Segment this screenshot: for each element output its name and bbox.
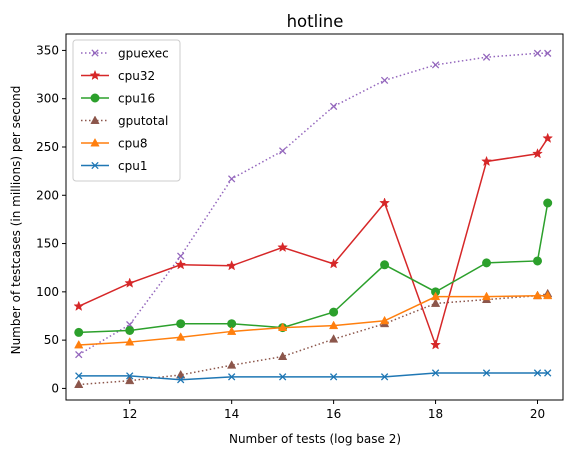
- legend-label-cpu32: cpu32: [118, 69, 155, 83]
- data-point-cpu1: [431, 369, 440, 377]
- data-point-gpuexec: [278, 147, 287, 155]
- y-tick-label: 50: [44, 333, 59, 347]
- legend-label-gputotal: gputotal: [118, 114, 168, 128]
- data-point-cpu32: [73, 300, 85, 311]
- data-point-cpu16: [482, 258, 492, 268]
- data-point-gpuexec: [329, 102, 338, 111]
- data-point-cpu32: [226, 260, 238, 271]
- data-point-cpu8: [532, 290, 543, 300]
- data-point-cpu32: [175, 259, 187, 270]
- data-point-gpuexec: [482, 53, 491, 61]
- x-tick-label: 20: [530, 407, 545, 421]
- data-point-cpu8: [74, 339, 84, 349]
- data-point-gpuexec: [228, 175, 236, 183]
- y-tick-label: 250: [36, 140, 59, 154]
- data-point-gputotal: [328, 334, 339, 343]
- data-point-cpu16: [329, 307, 339, 317]
- x-tick-label: 18: [428, 407, 443, 421]
- data-point-cpu32: [542, 132, 554, 143]
- y-tick-label: 350: [36, 43, 59, 57]
- data-point-gputotal: [74, 379, 84, 388]
- data-point-cpu32: [277, 241, 289, 253]
- data-point-cpu8: [379, 315, 390, 325]
- legend-marker-cpu1: [91, 161, 99, 170]
- y-tick-label: 200: [36, 188, 59, 202]
- legend-label-cpu8: cpu8: [118, 137, 147, 151]
- data-point-cpu1: [533, 369, 542, 377]
- series-line-gpuexec: [78, 52, 548, 356]
- legend-label-cpu1: cpu1: [118, 159, 147, 173]
- data-point-cpu32: [532, 148, 543, 159]
- data-point-cpu16: [176, 319, 186, 329]
- legend-label-gpuexec: gpuexec: [118, 47, 169, 61]
- legend-marker-gpuexec: [91, 49, 99, 57]
- legend-marker-cpu16: [90, 93, 100, 103]
- series-line-cpu1: [78, 372, 548, 381]
- data-point-cpu32: [379, 197, 391, 208]
- series-line-gputotal: [78, 293, 548, 386]
- legend-marker-cpu32: [89, 69, 101, 81]
- data-point-cpu1: [75, 372, 83, 380]
- data-point-gputotal: [227, 360, 237, 369]
- data-point-gpuexec: [431, 61, 440, 69]
- data-point-cpu1: [126, 372, 134, 380]
- legend-label-cpu16: cpu16: [118, 92, 155, 106]
- data-point-cpu1: [329, 373, 338, 381]
- data-point-cpu32: [328, 258, 340, 269]
- data-point-cpu8: [176, 332, 186, 341]
- data-point-cpu16: [125, 325, 135, 335]
- data-point-cpu1: [278, 373, 287, 381]
- x-tick-label: 14: [224, 407, 239, 421]
- data-point-cpu32: [481, 155, 492, 167]
- data-point-cpu8: [125, 337, 135, 346]
- data-point-cpu1: [544, 369, 552, 377]
- data-point-gputotal: [176, 369, 186, 379]
- data-point-cpu16: [74, 327, 84, 337]
- data-point-cpu8: [328, 320, 339, 330]
- data-point-cpu1: [380, 373, 389, 381]
- y-tick-label: 100: [36, 285, 59, 299]
- plot-frame: [65, 33, 564, 401]
- data-point-cpu16: [533, 256, 543, 266]
- data-point-cpu16: [543, 198, 553, 208]
- series-line-cpu8: [78, 294, 548, 346]
- data-point-cpu16: [380, 260, 390, 270]
- data-point-cpu8: [278, 322, 288, 332]
- legend-marker-gputotal: [90, 115, 100, 124]
- data-point-cpu1: [177, 376, 185, 384]
- y-tick-label: 300: [36, 92, 59, 106]
- legend-marker-cpu8: [90, 137, 100, 147]
- data-point-cpu32: [430, 339, 442, 350]
- data-point-gpuexec: [544, 49, 552, 57]
- chart-title: hotline: [287, 12, 344, 31]
- data-point-gputotal: [278, 351, 288, 360]
- data-point-gpuexec: [380, 76, 389, 85]
- y-tick-label: 0: [51, 381, 59, 395]
- data-point-cpu8: [227, 326, 237, 335]
- data-point-cpu8: [543, 290, 553, 300]
- data-point-gpuexec: [177, 252, 185, 260]
- data-point-gpuexec: [533, 49, 542, 57]
- x-tick-label: 12: [122, 407, 137, 421]
- data-point-cpu8: [481, 291, 492, 301]
- data-point-gpuexec: [75, 350, 83, 359]
- y-tick-label: 150: [36, 237, 59, 251]
- data-point-cpu8: [430, 291, 441, 301]
- x-axis-label: Number of tests (log base 2): [229, 432, 401, 446]
- series-line-cpu16: [78, 202, 549, 334]
- data-point-gputotal: [430, 298, 441, 307]
- data-point-cpu1: [228, 373, 236, 381]
- legend: gpuexec cpu32 cpu16 gputotal cpu8 cpu1: [72, 39, 181, 182]
- y-axis-label: Number of testcases (in millions) per se…: [9, 86, 23, 355]
- data-point-gputotal: [125, 375, 135, 385]
- data-point-cpu32: [124, 277, 136, 288]
- x-tick-label: 16: [326, 407, 341, 421]
- data-point-cpu1: [482, 369, 491, 377]
